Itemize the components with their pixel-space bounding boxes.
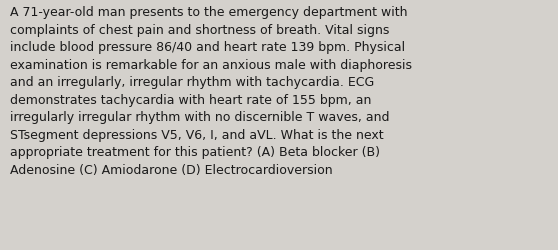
Text: A 71-year-old man presents to the emergency department with
complaints of chest : A 71-year-old man presents to the emerge…	[10, 6, 412, 176]
